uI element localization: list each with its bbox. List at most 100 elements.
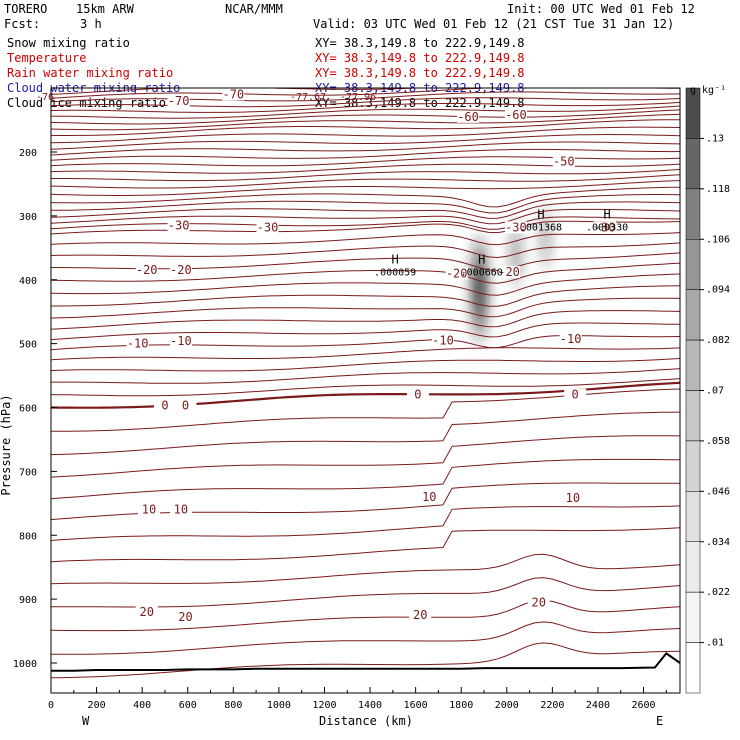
isotherm--58: [51, 126, 680, 144]
extremum-value: .000059: [374, 267, 416, 278]
extremum-value: .001368: [520, 223, 562, 234]
contour-label: -60: [505, 108, 527, 122]
contour-label-bg: [137, 503, 160, 516]
contour-label: -30: [168, 218, 190, 232]
contour-label-bg: [153, 399, 176, 412]
isotherm--28: [51, 232, 680, 246]
isotherm-24: [51, 642, 680, 679]
contour-label: -70: [222, 88, 244, 102]
extremum-letter: H: [603, 208, 610, 222]
field-name: Cloud ice mixing ratio: [7, 96, 166, 110]
model-resolution: 15km ARW: [76, 2, 135, 16]
forecast-value: 3 h: [80, 17, 102, 31]
colorbar-swatch: [685, 239, 701, 290]
colorbar-tick-label: .07: [706, 386, 724, 397]
contour-label-bg: [564, 388, 587, 401]
isotherm--48: [51, 163, 680, 174]
contour-label-bg: [135, 264, 158, 277]
x-axis-label: Distance (km): [319, 714, 413, 728]
overlay-number: -77.67: [290, 92, 326, 103]
colorbar-tick-label: .082: [706, 335, 730, 346]
colorbar-tick-label: .022: [706, 587, 730, 598]
model-name: TORERO: [4, 2, 47, 16]
isotherm--46: [51, 169, 680, 182]
x-tick-label: 2000: [495, 700, 519, 711]
terrain-line: [51, 652, 681, 672]
field-xy: XY= 38.3,149.8 to 222.9,149.8: [315, 66, 525, 80]
contour-label: -10: [127, 337, 149, 351]
contour-label: 0: [182, 399, 189, 413]
east-label: E: [656, 714, 663, 728]
isotherm--76: [51, 88, 427, 95]
x-tick-label: 600: [179, 700, 197, 711]
colorbar-swatch: [685, 289, 701, 341]
contour-label-bg: [457, 110, 480, 123]
contour-label: -20: [136, 263, 158, 277]
isotherm-20: [51, 599, 680, 632]
init-time: Init: 00 UTC Wed 01 Feb 12: [507, 2, 695, 16]
terrain-profile: [51, 652, 681, 672]
snow-blob-layer: [542, 223, 549, 254]
x-tick-label: 400: [133, 700, 151, 711]
contour-label: -30: [257, 220, 279, 234]
colorbar-tick-label: .046: [706, 486, 730, 497]
field-name: Snow mixing ratio: [7, 36, 130, 50]
contour-label: 0: [414, 388, 421, 402]
contour-label-bg: [167, 94, 190, 107]
isotherm--32: [51, 216, 680, 230]
x-tick-label: 1200: [312, 700, 336, 711]
isotherm-22: [51, 621, 680, 655]
contour-label: -20: [170, 263, 192, 277]
isotherm-4: [51, 411, 680, 456]
contour-labels: -70 -70 -60 -60 -50 -30 -30 -30 -30 -20 -20 -20 -20 -…: [126, 88, 616, 624]
x-tick-label: 800: [224, 700, 242, 711]
isotherm--50: [51, 156, 680, 167]
colorbar-tick-label: .118: [706, 184, 730, 195]
plot-frame: [50, 87, 681, 694]
contour-label-bg: [169, 503, 192, 516]
extremum-letter: H: [392, 252, 399, 266]
snow-blob: [469, 234, 490, 345]
overlay-number: -76: [36, 92, 54, 103]
contour-label-bg: [593, 221, 616, 234]
y-tick-label: 900: [19, 595, 37, 606]
top-overlay-numbers: -77.67 -77.96 -76: [36, 92, 376, 103]
colorbar: .01 .022 .034 .046 .058 .07 .082 .094 .106 .118 .1…: [685, 87, 730, 694]
contour-label: 20: [178, 610, 192, 624]
extremum-letter: H: [537, 208, 544, 222]
contour-label-bg: [445, 267, 468, 280]
contour-label: -50: [553, 155, 575, 169]
field-name: Rain water mixing ratio: [7, 66, 173, 80]
isotherm--60: [51, 119, 680, 136]
field-legend: Snow mixing ratio XY= 38.3,149.8 to 222.9…: [7, 36, 525, 110]
field-xy: XY= 38.3,149.8 to 222.9,149.8: [315, 96, 525, 110]
contour-label: 10: [174, 503, 188, 517]
x-tick-label: 1000: [267, 700, 291, 711]
contour-label-bg: [174, 611, 197, 624]
colorbar-swatch: [685, 591, 701, 643]
isotherm--26: [51, 242, 680, 259]
contour-label: -30: [505, 220, 527, 234]
colorbar-swatch: [685, 390, 701, 442]
isotherm--12: [51, 322, 680, 341]
isotherm--64: [51, 109, 680, 125]
isotherm--44: [51, 174, 680, 189]
contour-label-bg: [126, 337, 149, 350]
x-tick-label: 200: [88, 700, 106, 711]
x-tick-label: 1400: [358, 700, 382, 711]
contour-label-bg: [222, 88, 245, 101]
y-tick-label: 400: [19, 276, 37, 287]
isotherm--2: [51, 378, 680, 397]
contour-label-bg: [418, 490, 441, 503]
center-name: NCAR/MMM: [225, 2, 283, 16]
isotherm--14: [51, 310, 680, 330]
contour-label: -10: [432, 333, 454, 347]
overlay-number: -77.96: [340, 92, 376, 103]
contour-label-bg: [406, 388, 429, 401]
contour-label-bg: [167, 219, 190, 232]
colorbar-tick-label: .01: [706, 638, 724, 649]
contour-label-bg: [431, 334, 454, 347]
extremum-letter: H: [478, 252, 485, 266]
contour-label: -30: [594, 220, 616, 234]
